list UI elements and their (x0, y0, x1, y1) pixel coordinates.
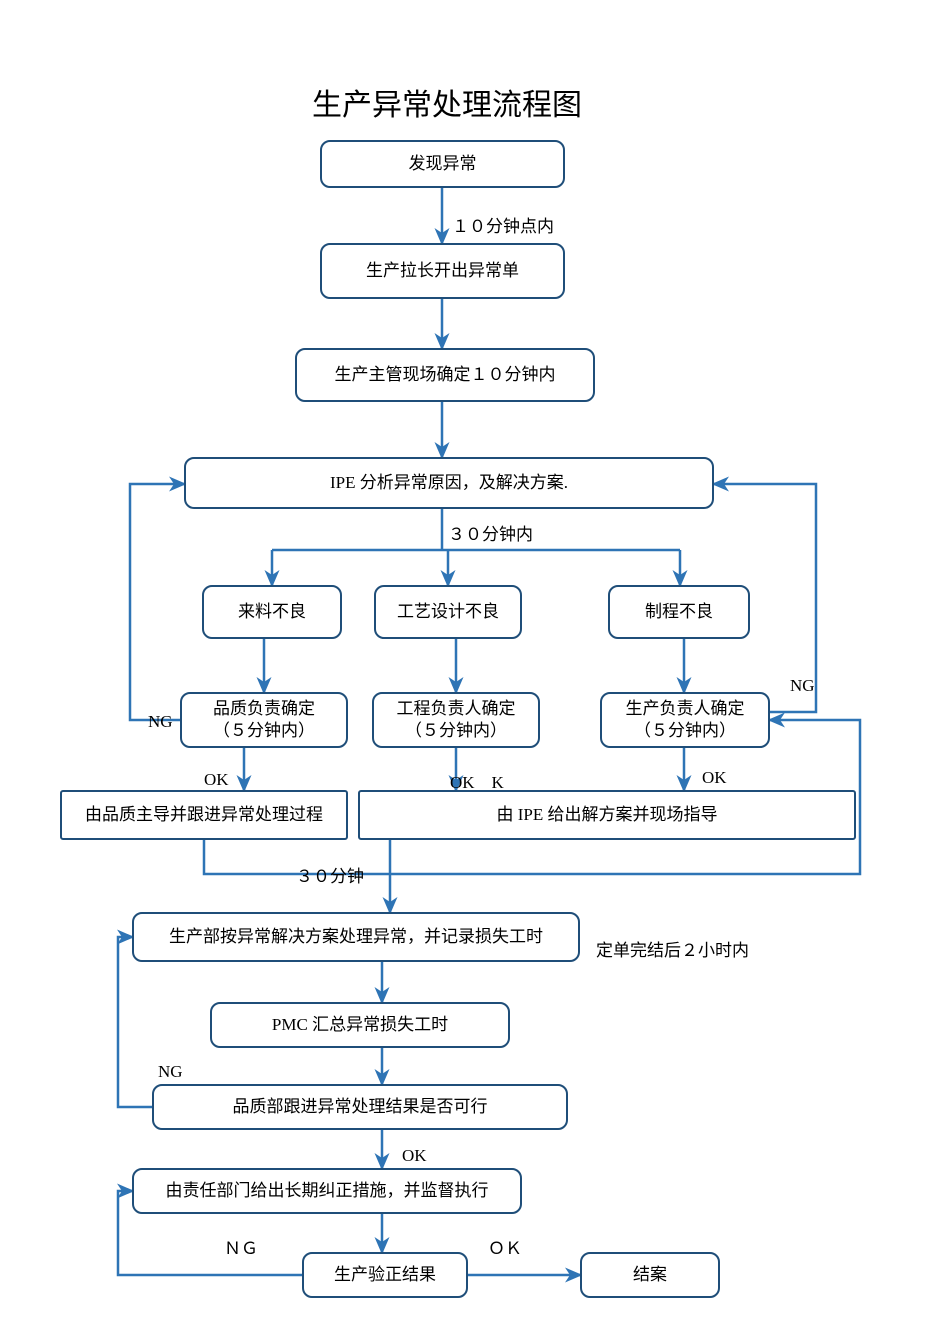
flowchart-canvas: 生产异常处理流程图 发现异常生产拉长开出异常单生产主管现场确定１０分钟内 IPE … (0, 0, 945, 1337)
flowchart-title: 生产异常处理流程图 (312, 80, 582, 124)
flowchart-node-n5a: 来料不良 (202, 585, 342, 639)
flowchart-node-n1: 发现异常 (320, 140, 565, 188)
flowchart-label-l6: OK K (450, 768, 504, 793)
flowchart-label-l2: ３０分钟内 (448, 520, 533, 545)
flowchart-label-l9: 定单完结后２小时内 (596, 936, 749, 961)
flowchart-node-n6b: 工程负责人确定 （５分钟内） (372, 692, 540, 748)
flowchart-node-n11: 由责任部门给出长期纠正措施，并监督执行 (132, 1168, 522, 1214)
flowchart-node-n5b: 工艺设计不良 (374, 585, 522, 639)
flowchart-node-n12: 生产验正结果 (302, 1252, 468, 1298)
flowchart-node-n9: PMC 汇总异常损失工时 (210, 1002, 510, 1048)
flowchart-label-l13: ＯＫ (488, 1234, 522, 1259)
flowchart-label-l11: OK (402, 1146, 427, 1166)
flowchart-node-n10: 品质部跟进异常处理结果是否可行 (152, 1084, 568, 1130)
flowchart-node-n5c: 制程不良 (608, 585, 750, 639)
flowchart-node-n6a: 品质负责确定 （５分钟内） (180, 692, 348, 748)
flowchart-label-l3: NG (148, 712, 173, 732)
flowchart-label-l1: １０分钟点内 (452, 212, 554, 237)
flowchart-node-n8: 生产部按异常解决方案处理异常，并记录损失工时 (132, 912, 580, 962)
flowchart-node-n3: 生产主管现场确定１０分钟内 (295, 348, 595, 402)
edge-e16 (118, 937, 152, 1107)
flowchart-node-n7b: 由 IPE 给出解方案并现场指导 (358, 790, 856, 840)
flowchart-label-l5: OK (204, 770, 229, 790)
edge-e7 (130, 484, 184, 720)
flowchart-node-n4: IPE 分析异常原因，及解决方案. (184, 457, 714, 509)
flowchart-label-l12: ＮＧ (224, 1234, 258, 1259)
flowchart-label-l10: NG (158, 1062, 183, 1082)
flowchart-node-n7a: 由品质主导并跟进异常处理过程 (60, 790, 348, 840)
flowchart-label-l7: OK (702, 768, 727, 788)
flowchart-node-n6c: 生产负责人确定 （５分钟内） (600, 692, 770, 748)
flowchart-node-n2: 生产拉长开出异常单 (320, 243, 565, 299)
flowchart-label-l4: NG (790, 676, 815, 696)
flowchart-node-n13: 结案 (580, 1252, 720, 1298)
flowchart-label-l8: ３０分钟 (296, 862, 364, 887)
flowchart-edges (0, 0, 945, 1337)
